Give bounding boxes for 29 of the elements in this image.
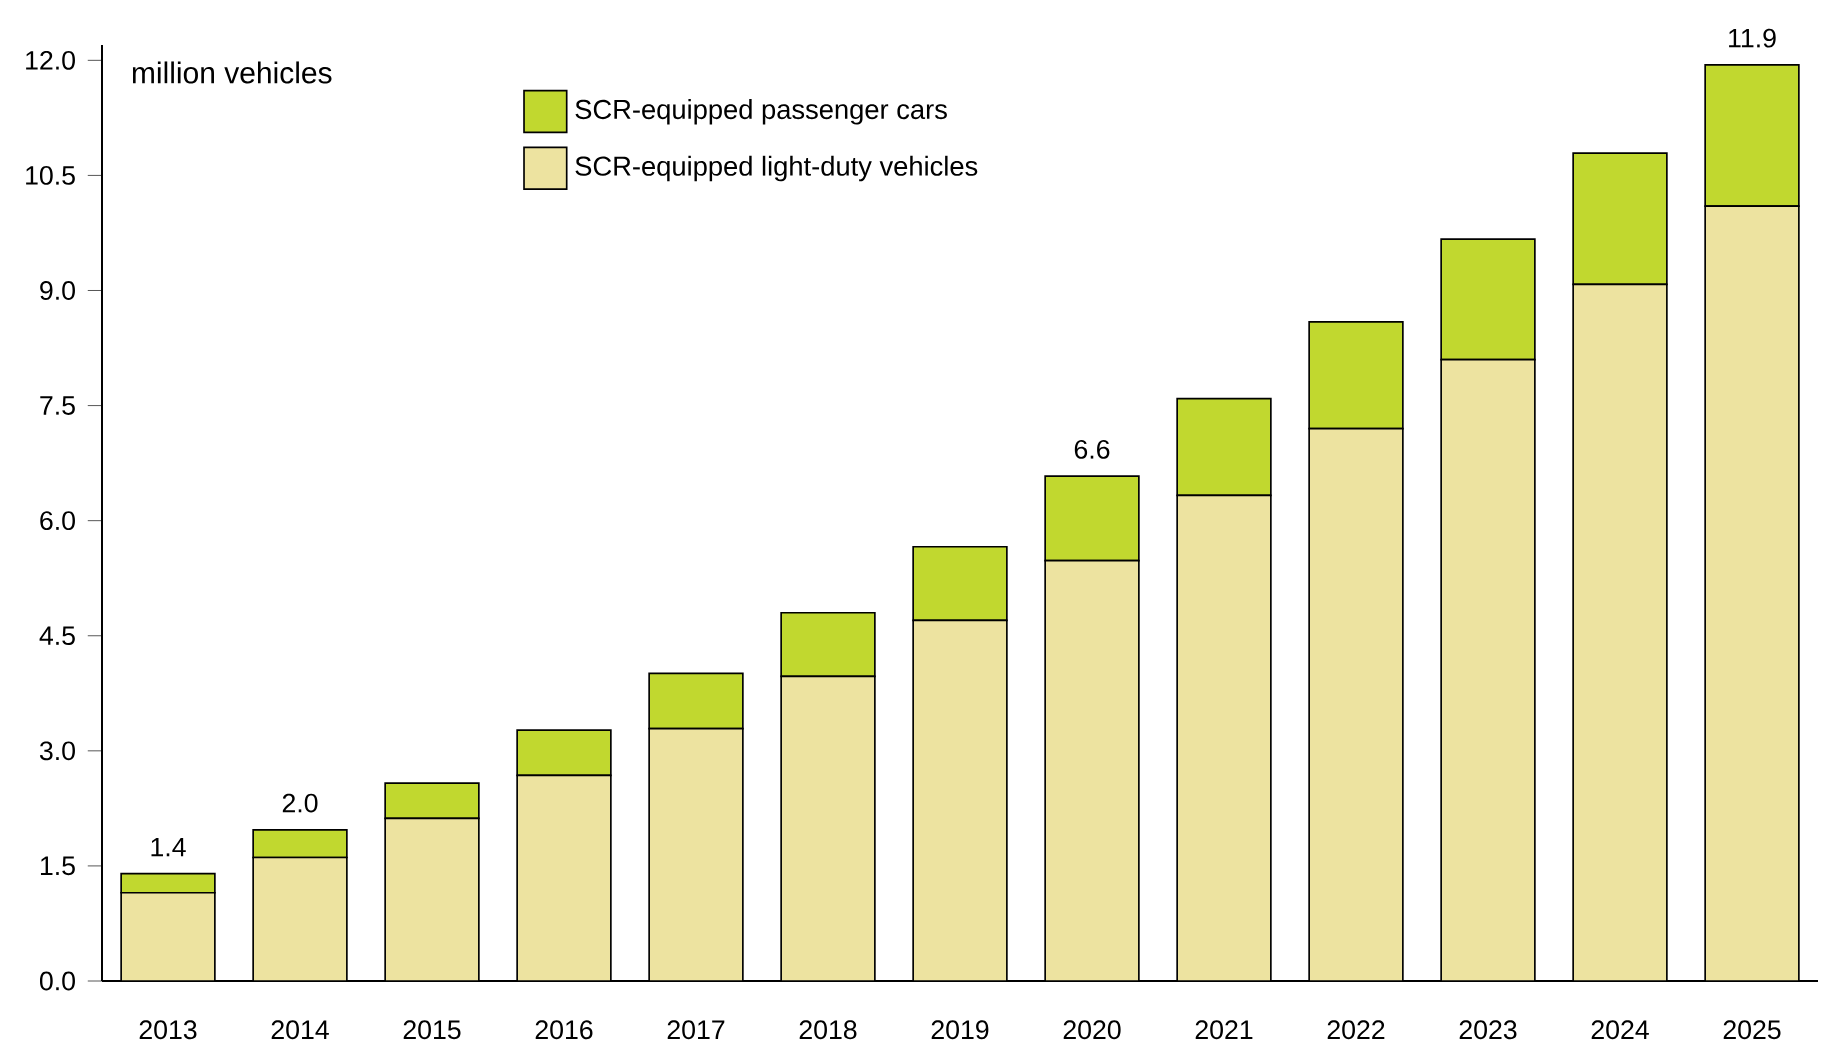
total-label: 1.4	[151, 837, 186, 857]
y-tick-label: 1.5	[40, 856, 75, 876]
x-tick-label: 2015	[403, 1020, 461, 1040]
x-tick-label: 2022	[1327, 1020, 1385, 1040]
y-tick-label: 0.0	[39, 971, 75, 991]
y-tick-label: 10.5	[26, 165, 75, 185]
legend-label: SCR-equipped light-duty vehicles	[575, 155, 978, 182]
x-tick-label: 2013	[139, 1020, 197, 1040]
x-tick-label: 2021	[1195, 1020, 1253, 1040]
y-tick-label: 4.5	[39, 626, 75, 646]
y-tick-label: 7.5	[40, 396, 75, 415]
x-tick-label: 2017	[667, 1020, 725, 1040]
y-tick-label: 12.0	[26, 50, 75, 70]
x-tick-label: 2019	[931, 1020, 989, 1040]
total-label: 2.0	[282, 793, 318, 813]
x-tick-label: 2023	[1459, 1020, 1517, 1040]
y-tick-label: 9.0	[40, 281, 75, 300]
x-tick-label: 2016	[535, 1020, 593, 1040]
total-label: 6.6	[1074, 439, 1110, 459]
total-label: 11.9	[1729, 28, 1776, 48]
y-axis-title: million vehicles	[132, 61, 332, 84]
x-tick-label: 2024	[1591, 1020, 1649, 1040]
x-tick-label: 2018	[799, 1020, 857, 1040]
x-tick-label: 2020	[1063, 1020, 1121, 1040]
x-tick-label: 2014	[271, 1020, 329, 1040]
x-tick-label: 2025	[1723, 1020, 1781, 1040]
y-tick-label: 3.0	[39, 741, 75, 761]
legend-label: SCR-equipped passenger cars	[575, 99, 947, 125]
y-tick-label: 6.0	[40, 511, 75, 531]
